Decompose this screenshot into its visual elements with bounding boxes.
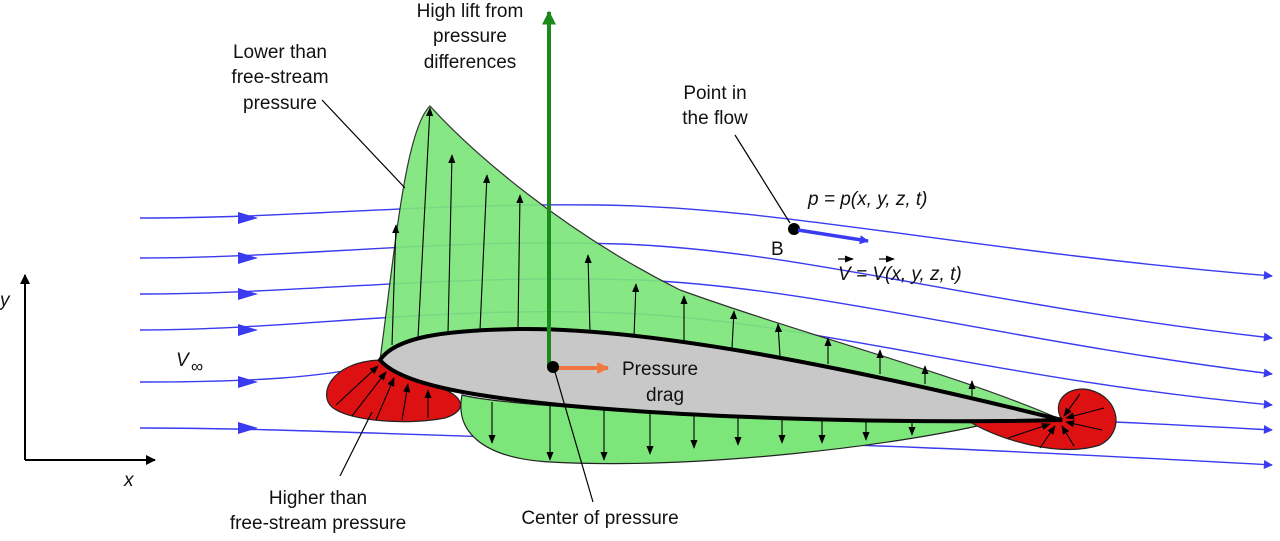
higher-pressure-label-line: free-stream pressure [230, 513, 406, 534]
point-label-line: the flow [682, 108, 748, 129]
pressure-arrow [1063, 393, 1081, 417]
trailing-edge-arrows [1007, 393, 1105, 449]
pressure-arrow [729, 310, 738, 349]
pressure-arrow [479, 174, 491, 331]
leader-line-point [734, 134, 791, 224]
v-infinity-symbol: V [176, 350, 191, 371]
higher-pressure-label-line: Higher than [269, 488, 367, 509]
pressure-arrow [774, 323, 783, 357]
pressure-arrow [632, 283, 640, 338]
pressure-arrow [401, 383, 411, 421]
flow-arrow [238, 422, 258, 434]
pressure-arrow [447, 154, 456, 334]
pressure-arrow [516, 194, 524, 330]
pressure-drag-label: Pressure drag [622, 359, 698, 406]
point-name-label: B [771, 239, 784, 260]
lower-pressure-label-line: pressure [243, 93, 317, 114]
pressure-arrow [391, 224, 400, 346]
lift-label-line: pressure [433, 26, 507, 47]
lower-pressure-label-line: free-stream [231, 67, 328, 88]
streamline [139, 204, 1273, 280]
velocity-equation: V = V(x, y, z, t) [838, 264, 962, 285]
leader-line-higher-pressure [339, 411, 373, 477]
flow-arrow [238, 252, 258, 264]
pressure-arrow [1065, 420, 1103, 431]
pressure-drag-label-line: drag [646, 385, 684, 406]
lower-pressure-label-line: Lower than [233, 42, 327, 63]
pressure-arrow [1039, 425, 1056, 449]
pressure-arrow [584, 254, 592, 334]
lower-pressure-arrows [488, 402, 916, 461]
y-axis-label: y [0, 290, 11, 311]
pressure-arrow [351, 371, 387, 417]
pressure-equation: p = p(x, y, z, t) [807, 189, 927, 210]
pressure-arrow [1065, 407, 1105, 420]
lift-label: High lift from pressure differences [417, 1, 524, 73]
flow-arrow [238, 376, 258, 388]
leading-edge-arrows [335, 365, 432, 421]
pressure-arrow [417, 107, 434, 339]
axes: y x [0, 274, 156, 491]
pressure-drag-label-line: Pressure [622, 359, 698, 380]
center-of-pressure-label: Center of pressure [521, 508, 678, 529]
upper-pressure-arrows [391, 107, 976, 396]
trailing-edge-high-pressure [967, 388, 1117, 451]
lift-label-line: High lift from [417, 1, 524, 22]
leader-lines [321, 99, 791, 503]
center-of-pressure-dot [547, 361, 559, 373]
pressure-arrow [1061, 425, 1075, 447]
pressure-arrow [1007, 423, 1051, 439]
inflow-arrows [238, 212, 258, 434]
lift-label-line: differences [424, 52, 517, 73]
velocity-equation-group: V = V(x, y, z, t) [838, 255, 962, 285]
streamline [139, 242, 1273, 342]
v-infinity-subscript: ∞ [191, 357, 203, 376]
point-label: Point in the flow [682, 83, 748, 129]
pressure-arrow [335, 365, 379, 406]
v-infinity-label: V ∞ [176, 350, 203, 376]
leader-line-center [554, 371, 594, 503]
leader-line-lower-pressure [321, 99, 406, 189]
flow-arrow [238, 212, 258, 224]
point-b-dot [788, 223, 800, 235]
lower-pressure-label: Lower than free-stream pressure [231, 42, 328, 114]
velocity-vector [797, 228, 869, 245]
flow-arrow [238, 324, 258, 336]
higher-pressure-label: Higher than free-stream pressure [230, 488, 406, 534]
x-axis-label: x [123, 470, 135, 491]
point-label-line: Point in [683, 83, 746, 104]
pressure-arrow [375, 377, 395, 421]
flow-arrow [238, 288, 258, 300]
